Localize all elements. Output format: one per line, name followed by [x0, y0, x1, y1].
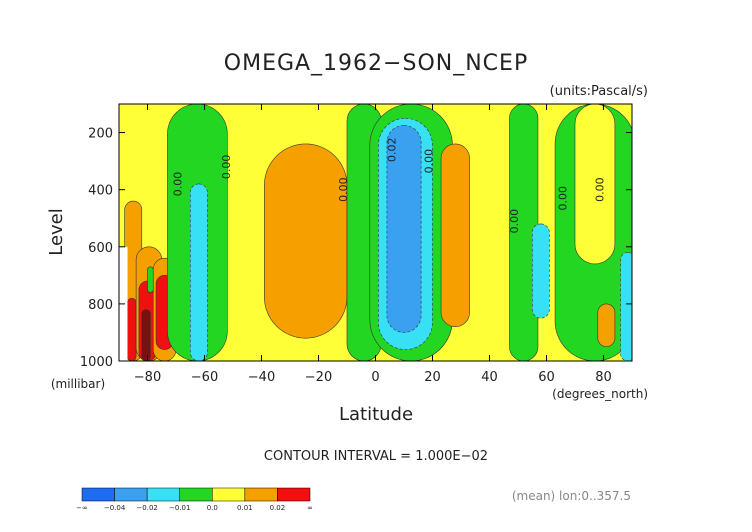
- contour-label: 0.00: [220, 155, 233, 180]
- y-tick-label: 400: [88, 184, 113, 199]
- contour-band: [264, 143, 348, 339]
- x-tick-label: −20: [305, 370, 332, 385]
- y-tick-label: 200: [88, 127, 113, 142]
- contour-label: 0.00: [594, 177, 607, 202]
- colorbar-label: 0.02: [270, 504, 286, 512]
- contour-band: [147, 266, 154, 293]
- units-label: (units:Pascal/s): [550, 84, 648, 99]
- contour-label: 0.00: [556, 186, 569, 211]
- contour-label: 0.02: [385, 137, 398, 162]
- x-tick-label: 0: [371, 370, 379, 385]
- contour-labels: 0.00 0.00 0.00 0.02 0.00 0.00 0.00 0.00: [172, 137, 607, 233]
- y-axis: 200 400 600 800 1000: [80, 127, 632, 370]
- colorbar-swatch: [179, 487, 213, 502]
- colorbar-swatch: [81, 487, 115, 502]
- colorbar-label: −0.02: [136, 504, 157, 512]
- contour-band: [531, 223, 550, 319]
- footer-text: (mean) lon:0..357.5: [512, 489, 631, 503]
- x-tick-label: −40: [248, 370, 275, 385]
- contour-band: [141, 309, 151, 361]
- colorbar-label: −0.04: [104, 504, 126, 512]
- x-axis: −80 −60 −40 −20 0 20 40 60 80: [134, 104, 612, 385]
- contour-label: 0.00: [172, 172, 185, 197]
- y-tick-label: 600: [88, 241, 113, 256]
- plot-area: 0.00 0.00 0.00 0.02 0.00 0.00 0.00 0.00: [119, 104, 632, 361]
- x-tick-label: 20: [424, 370, 441, 385]
- x-tick-label: −80: [134, 370, 161, 385]
- colorbar-label: 0.0: [207, 504, 218, 512]
- colorbar-label: −0.01: [169, 504, 190, 512]
- y-unit-label: (millibar): [51, 377, 105, 391]
- x-axis-title: Latitude: [339, 404, 413, 425]
- contour-interval-text: CONTOUR INTERVAL = 1.000E−02: [264, 449, 488, 464]
- colorbar-swatch: [212, 487, 246, 502]
- colorbar-swatch: [114, 487, 148, 502]
- contour-label: 0.00: [508, 209, 521, 234]
- y-axis-title: Level: [46, 208, 67, 256]
- contour-label: 0.00: [423, 149, 436, 174]
- colorbar-swatch: [277, 487, 311, 502]
- contour-label: 0.00: [337, 177, 350, 202]
- contour-band: [440, 143, 470, 328]
- y-tick-label: 800: [88, 298, 113, 313]
- chart-title: OMEGA_1962−SON_NCEP: [224, 51, 528, 76]
- x-tick-label: −60: [191, 370, 218, 385]
- contour-band: [620, 252, 632, 361]
- colorbar-swatch: [244, 487, 278, 502]
- colorbar-label: −∞: [76, 504, 88, 512]
- y-tick-label: 1000: [80, 355, 113, 370]
- contour-bands: [119, 104, 632, 361]
- contour-band: [574, 104, 616, 265]
- x-tick-label: 80: [595, 370, 612, 385]
- colorbar-swatch: [146, 487, 180, 502]
- x-tick-label: 40: [481, 370, 498, 385]
- x-tick-label: 60: [538, 370, 555, 385]
- colorbar-label: ∞: [307, 504, 313, 512]
- contour-band: [189, 183, 208, 361]
- colorbar: −∞ −0.04 −0.02 −0.01 0.0 0.01 0.02 ∞: [76, 487, 313, 512]
- contour-band: [386, 125, 422, 333]
- contour-band: [127, 297, 137, 361]
- x-unit-label: (degrees_north): [552, 387, 648, 401]
- colorbar-label: 0.01: [237, 504, 253, 512]
- contour-band: [597, 303, 616, 348]
